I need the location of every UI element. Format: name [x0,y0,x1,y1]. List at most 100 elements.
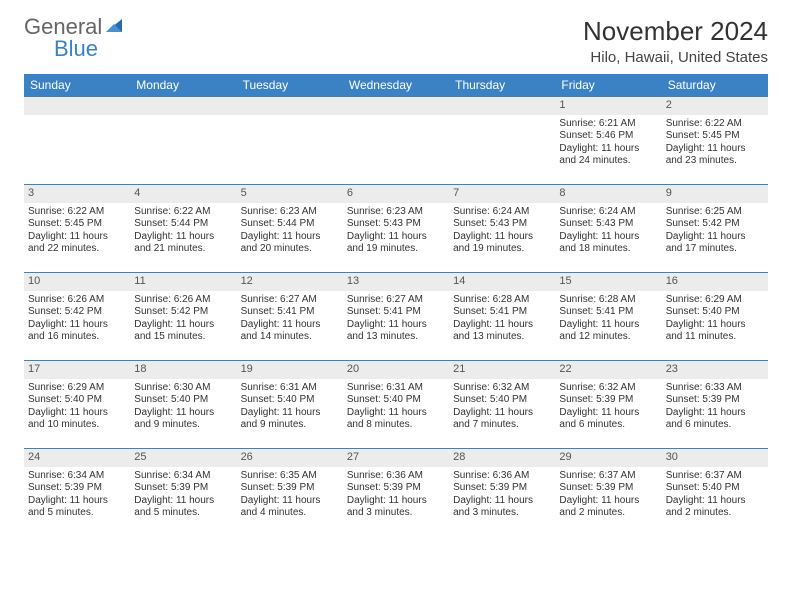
day-number: 17 [24,361,130,379]
sunset-text: Sunset: 5:40 PM [453,394,551,407]
calendar-day-cell: 7Sunrise: 6:24 AMSunset: 5:43 PMDaylight… [449,185,555,273]
daylight-text: Daylight: 11 hours and 14 minutes. [241,319,339,344]
daylight-text: Daylight: 11 hours and 10 minutes. [28,407,126,432]
daylight-text: Daylight: 11 hours and 3 minutes. [453,495,551,520]
day-number: 2 [662,97,768,115]
calendar-day-cell: 10Sunrise: 6:26 AMSunset: 5:42 PMDayligh… [24,273,130,361]
day-number: 22 [555,361,661,379]
calendar-day-cell: 5Sunrise: 6:23 AMSunset: 5:44 PMDaylight… [237,185,343,273]
sunrise-text: Sunrise: 6:23 AM [241,206,339,219]
sunrise-text: Sunrise: 6:32 AM [559,382,657,395]
sunrise-text: Sunrise: 6:36 AM [453,470,551,483]
calendar-day-cell: 29Sunrise: 6:37 AMSunset: 5:39 PMDayligh… [555,449,661,537]
daylight-text: Daylight: 11 hours and 11 minutes. [666,319,764,344]
sunset-text: Sunset: 5:39 PM [134,482,232,495]
sunrise-text: Sunrise: 6:25 AM [666,206,764,219]
sunrise-text: Sunrise: 6:32 AM [453,382,551,395]
sunset-text: Sunset: 5:43 PM [559,218,657,231]
sunrise-text: Sunrise: 6:34 AM [134,470,232,483]
weekday-header: Sunday [24,74,130,97]
sunrise-text: Sunrise: 6:37 AM [666,470,764,483]
day-number: 9 [662,185,768,203]
sunset-text: Sunset: 5:39 PM [559,394,657,407]
day-number: 10 [24,273,130,291]
sunset-text: Sunset: 5:43 PM [453,218,551,231]
blank-day [343,97,449,115]
blank-day [237,97,343,115]
daylight-text: Daylight: 11 hours and 4 minutes. [241,495,339,520]
sunset-text: Sunset: 5:39 PM [559,482,657,495]
logo-sail-icon [104,16,124,38]
calendar-day-cell: 12Sunrise: 6:27 AMSunset: 5:41 PMDayligh… [237,273,343,361]
sunset-text: Sunset: 5:39 PM [453,482,551,495]
day-number: 15 [555,273,661,291]
sunset-text: Sunset: 5:40 PM [666,306,764,319]
daylight-text: Daylight: 11 hours and 21 minutes. [134,231,232,256]
day-number: 28 [449,449,555,467]
calendar-week-row: 10Sunrise: 6:26 AMSunset: 5:42 PMDayligh… [24,273,768,361]
sunrise-text: Sunrise: 6:27 AM [347,294,445,307]
month-title: November 2024 [583,16,768,47]
sunrise-text: Sunrise: 6:27 AM [241,294,339,307]
sunset-text: Sunset: 5:40 PM [134,394,232,407]
day-number: 6 [343,185,449,203]
day-number: 7 [449,185,555,203]
daylight-text: Daylight: 11 hours and 23 minutes. [666,143,764,168]
calendar-day-cell: 28 Sunrise: 6:36 AMSunset: 5:39 PMDayligh… [449,449,555,537]
daylight-text: Daylight: 11 hours and 2 minutes. [559,495,657,520]
blank-day [24,97,130,115]
weekday-header: Tuesday [237,74,343,97]
calendar-day-cell: 21Sunrise: 6:32 AMSunset: 5:40 PMDayligh… [449,361,555,449]
weekday-header: Saturday [662,74,768,97]
day-number: 16 [662,273,768,291]
header-bar: GeneralBlue November 2024 Hilo, Hawaii, … [24,16,768,66]
calendar-day-cell: 18Sunrise: 6:30 AMSunset: 5:40 PMDayligh… [130,361,236,449]
sunset-text: Sunset: 5:44 PM [134,218,232,231]
logo-text-general: General [24,16,102,38]
calendar-day-cell: 9Sunrise: 6:25 AMSunset: 5:42 PMDaylight… [662,185,768,273]
daylight-text: Daylight: 11 hours and 19 minutes. [453,231,551,256]
daylight-text: Daylight: 11 hours and 22 minutes. [28,231,126,256]
daylight-text: Daylight: 11 hours and 6 minutes. [666,407,764,432]
calendar-day-cell: 20Sunrise: 6:31 AMSunset: 5:40 PMDayligh… [343,361,449,449]
daylight-text: Daylight: 11 hours and 6 minutes. [559,407,657,432]
daylight-text: Daylight: 11 hours and 13 minutes. [347,319,445,344]
day-number: 3 [24,185,130,203]
calendar-day-cell: 16Sunrise: 6:29 AMSunset: 5:40 PMDayligh… [662,273,768,361]
calendar-day-cell: 8Sunrise: 6:24 AMSunset: 5:43 PMDaylight… [555,185,661,273]
calendar-week-row: 3Sunrise: 6:22 AMSunset: 5:45 PMDaylight… [24,185,768,273]
daylight-text: Daylight: 11 hours and 7 minutes. [453,407,551,432]
calendar-day-cell: 6Sunrise: 6:23 AMSunset: 5:43 PMDaylight… [343,185,449,273]
calendar-day-cell [237,97,343,185]
day-number: 18 [130,361,236,379]
sunset-text: Sunset: 5:42 PM [28,306,126,319]
daylight-text: Daylight: 11 hours and 5 minutes. [134,495,232,520]
daylight-text: Daylight: 11 hours and 12 minutes. [559,319,657,344]
day-number: 12 [237,273,343,291]
sunrise-text: Sunrise: 6:33 AM [666,382,764,395]
sunrise-text: Sunrise: 6:22 AM [28,206,126,219]
daylight-text: Daylight: 11 hours and 19 minutes. [347,231,445,256]
day-number: 5 [237,185,343,203]
day-number: 11 [130,273,236,291]
sunset-text: Sunset: 5:44 PM [241,218,339,231]
calendar-day-cell: 2Sunrise: 6:22 AMSunset: 5:45 PMDaylight… [662,97,768,185]
sunrise-text: Sunrise: 6:31 AM [241,382,339,395]
daylight-text: Daylight: 11 hours and 9 minutes. [241,407,339,432]
daylight-text: Daylight: 11 hours and 13 minutes. [453,319,551,344]
daylight-text: Daylight: 11 hours and 9 minutes. [134,407,232,432]
calendar-day-cell: 30Sunrise: 6:37 AMSunset: 5:40 PMDayligh… [662,449,768,537]
day-number: 25 [130,449,236,467]
calendar-body: 1Sunrise: 6:21 AMSunset: 5:46 PMDaylight… [24,97,768,537]
day-number: 24 [24,449,130,467]
sunset-text: Sunset: 5:43 PM [347,218,445,231]
day-number: 29 [555,449,661,467]
sunset-text: Sunset: 5:45 PM [666,130,764,143]
calendar-week-row: 17Sunrise: 6:29 AMSunset: 5:40 PMDayligh… [24,361,768,449]
daylight-text: Daylight: 11 hours and 5 minutes. [28,495,126,520]
calendar-day-cell [24,97,130,185]
sunset-text: Sunset: 5:40 PM [347,394,445,407]
sunrise-text: Sunrise: 6:22 AM [134,206,232,219]
sunset-text: Sunset: 5:40 PM [28,394,126,407]
calendar-day-cell [130,97,236,185]
